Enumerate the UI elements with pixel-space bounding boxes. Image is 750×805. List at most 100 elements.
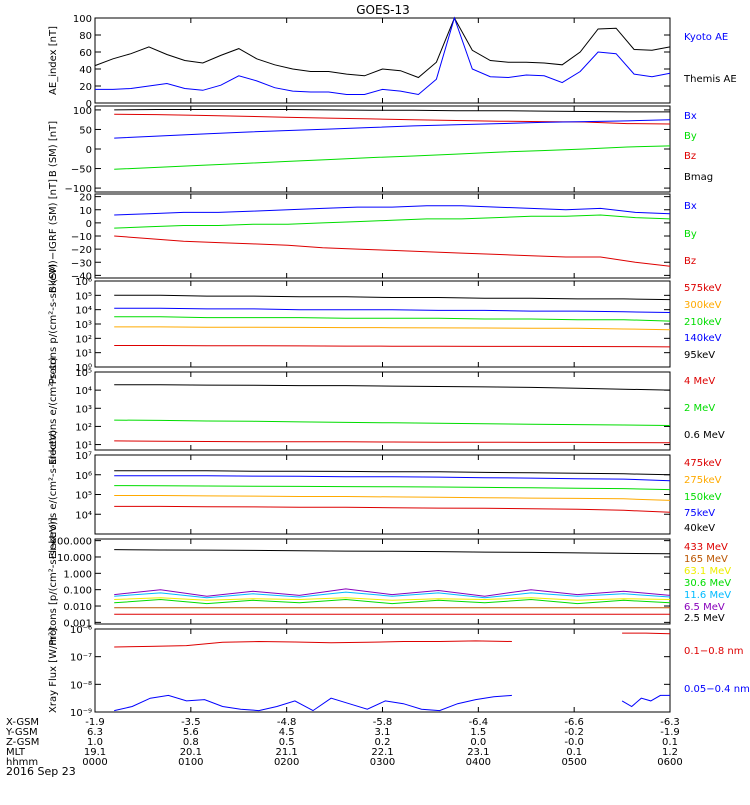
legend-entry: 575keV: [684, 283, 722, 294]
x-table-value: 0500: [561, 757, 586, 768]
x-table-row-label: MLT: [6, 747, 26, 758]
y-tick-label: −50: [71, 165, 92, 176]
series-line-bz: [114, 113, 671, 125]
x-table-value: -1.9: [660, 727, 680, 738]
y-tick-label: 10¹: [75, 441, 92, 452]
y-tick-label: 100: [73, 106, 92, 117]
series-line-63-1-mev: [114, 597, 671, 601]
panel-frame: [94, 371, 671, 451]
y-axis-label: B (SM)−IGRF (SM) [nT]: [48, 179, 59, 293]
series-line-0-05-0-4-nm: [621, 694, 670, 708]
series-line-575kev: [114, 345, 671, 348]
x-table-value: 0.1: [566, 747, 582, 758]
y-tick-label: 10³: [75, 404, 92, 415]
panel-4: 10⁰ 10¹ 10² 10³ 10⁴ 10⁵ 10⁶ Protons p/(cm²-s-sr…: [48, 264, 722, 385]
series-line-themis-ae: [94, 16, 671, 79]
x-table-value: 0.0: [470, 737, 486, 748]
y-tick-label: 10³: [75, 320, 92, 331]
y-tick-label: 10⁵: [75, 368, 92, 379]
series-line-kyoto-ae: [95, 16, 671, 96]
y-tick-label: 1.000: [63, 569, 92, 580]
y-tick-label: −20: [71, 245, 92, 256]
x-table-value: 1.5: [470, 727, 486, 738]
y-axis-label: Xray Flux [W/m²]: [48, 628, 59, 713]
series-line-0-1-0-8-nm: [622, 632, 671, 635]
y-tick-label: 10²: [75, 422, 92, 433]
x-table-value: -0.2: [564, 727, 584, 738]
y-tick-label: 10⁴: [75, 510, 92, 521]
y-tick-label: 0.001: [63, 618, 92, 629]
legend-entry: Themis AE: [683, 74, 737, 85]
series-line-bx: [114, 119, 671, 139]
y-tick-label: 10⁶: [75, 277, 92, 288]
series-line-210kev: [114, 316, 671, 322]
series-line-4-mev: [114, 440, 671, 444]
x-table-value: 3.1: [375, 727, 391, 738]
y-axis-label: AE_index [nT]: [48, 26, 59, 95]
series-line-by: [114, 214, 671, 229]
series-line-300kev: [114, 326, 671, 331]
y-tick-label: 80: [79, 31, 92, 42]
series-line-6-5-mev: [114, 588, 671, 597]
panel-1: 0 20 40 60 80 100 AE_index [nT] Kyoto AE Themis …: [48, 14, 737, 110]
legend-entry: Bmag: [684, 172, 713, 183]
series-line-0-6-mev: [114, 384, 671, 391]
x-table-value: 0400: [466, 757, 491, 768]
legend-entry: 433 MeV: [684, 542, 728, 553]
series-line-40kev: [114, 470, 671, 476]
y-tick-label: −10: [71, 232, 92, 243]
series-line-bz: [114, 235, 671, 267]
legend-entry: 2 MeV: [684, 403, 715, 414]
y-tick-label: 10⁻⁸: [70, 680, 92, 691]
y-tick-label: 60: [79, 48, 92, 59]
legend-entry: 6.5 MeV: [684, 602, 725, 613]
series-line-150kev: [114, 485, 671, 491]
legend-entry: 40keV: [684, 523, 715, 534]
series-line-75kev: [114, 475, 671, 482]
series-line-bx: [114, 205, 671, 216]
y-axis-label: Protons [p/(cm²-s-sr-keV)]: [48, 517, 59, 645]
panel-frame: [94, 17, 671, 104]
x-table-value: 22.1: [371, 747, 393, 758]
y-axis-label: Protons p/(cm²-s-sr-keV): [48, 264, 59, 385]
panel-5: 10¹ 10² 10³ 10⁴ 10⁵ Electrons e/(cm²-s-sr) 4 M…: [48, 357, 725, 465]
x-table-value: 23.1: [467, 747, 489, 758]
legend-entry: 75keV: [684, 508, 715, 519]
y-tick-label: 100.000: [51, 537, 92, 548]
x-table-value: -5.8: [373, 717, 393, 728]
x-table-value: 0.5: [279, 737, 295, 748]
x-table-value: 0.8: [183, 737, 199, 748]
y-tick-label: 10⁴: [75, 306, 92, 317]
y-tick-label: 10⁻⁹: [70, 708, 92, 719]
series-line-by: [114, 145, 671, 170]
x-table-value: -0.0: [564, 737, 584, 748]
y-tick-label: 10⁻⁶: [70, 625, 92, 636]
x-table-value: 0300: [370, 757, 395, 768]
y-tick-label: −100: [65, 184, 92, 195]
y-tick-label: −40: [71, 271, 92, 282]
x-table-value: -6.4: [469, 717, 489, 728]
y-tick-label: 0: [86, 145, 92, 156]
y-axis-label: Electrons e/(cm²-s-sr-keV): [48, 430, 59, 559]
legend-entry: 150keV: [684, 492, 722, 503]
panel-frame: [94, 454, 671, 535]
panel-2: −100 −50 0 50 100 B (SM) [nT] Bx By Bz Bmag: [48, 105, 713, 195]
x-axis-table: X-GSM -1.9 -3.5 -4.8 -5.8 -6.4 -6.6 -6.3 Y-GSM 6.…: [5, 717, 683, 768]
legend-entry: 275keV: [684, 475, 722, 486]
legend-entry: 11.6 MeV: [684, 590, 731, 601]
series-line-275kev: [114, 495, 671, 501]
chart-title: GOES-13: [356, 3, 410, 17]
x-table-value: -3.5: [181, 717, 201, 728]
legend-entry: 475keV: [684, 458, 722, 469]
y-tick-label: 20: [79, 193, 92, 204]
panel-frame: [94, 280, 671, 368]
series-line-2-mev: [114, 419, 671, 426]
y-tick-label: 0: [86, 219, 92, 230]
x-table-row-label: Y-GSM: [5, 727, 38, 738]
legend-entry: By: [684, 229, 697, 240]
series-line-11-6-mev: [114, 591, 671, 599]
x-table-value: 20.1: [180, 747, 202, 758]
series-line-2-5-mev: [114, 549, 671, 555]
legend-entry: 0.05−0.4 nm: [684, 684, 750, 695]
